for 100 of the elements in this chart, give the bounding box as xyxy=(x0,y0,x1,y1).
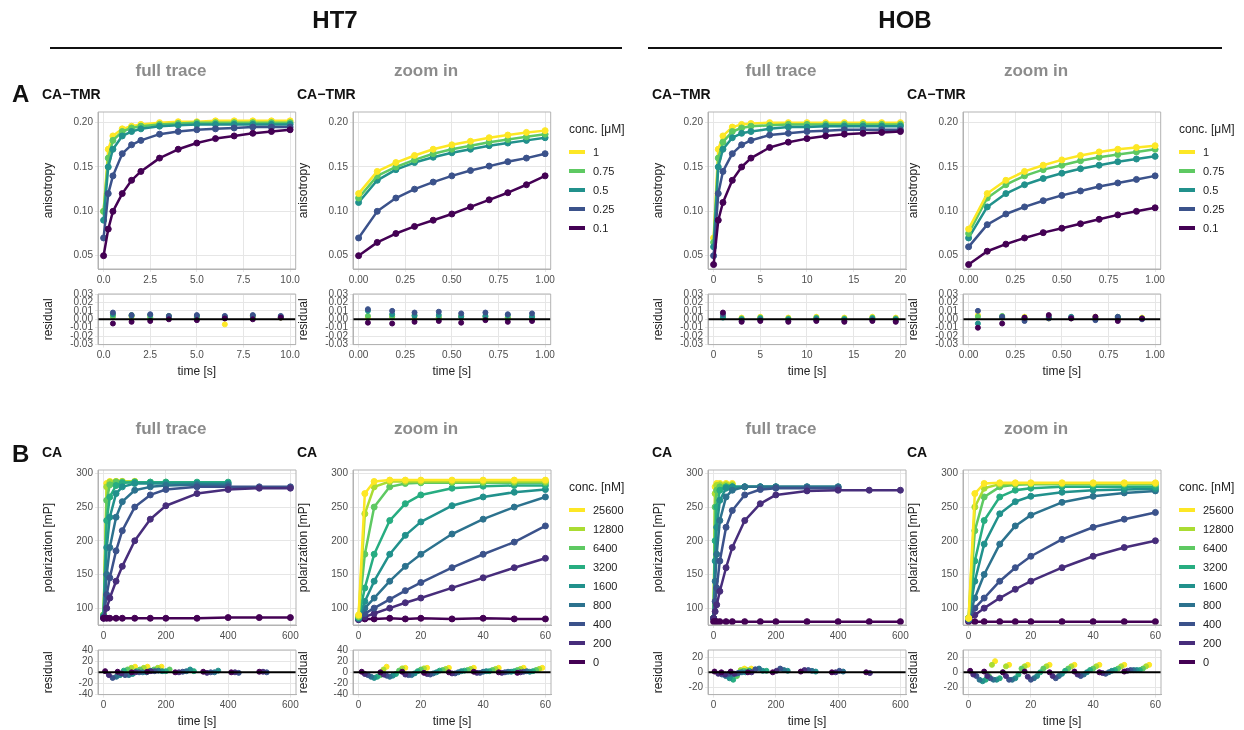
x-tick-label: 20 xyxy=(894,349,907,361)
y-axis-title: anisotropy xyxy=(295,162,310,219)
legend-label: 0.5 xyxy=(1203,183,1219,196)
y-tick-label: -40 xyxy=(78,688,94,700)
x-tick-label: 60 xyxy=(1149,629,1162,641)
y-tick-label: 0.15 xyxy=(328,160,349,172)
x-tick-label: 0 xyxy=(710,349,717,361)
x-tick-label: 15 xyxy=(848,349,860,361)
y-axis-title: residual xyxy=(40,298,55,341)
chart-subtitle: CA−TMR xyxy=(42,86,101,102)
y-tick-label: 0.03 xyxy=(683,287,704,299)
legend-label: 400 xyxy=(593,617,612,630)
y-tick-label: -20 xyxy=(688,680,704,692)
y-tick-label: 20 xyxy=(691,651,704,663)
y-tick-label: 100 xyxy=(76,601,94,613)
x-tick-label: 5.0 xyxy=(189,273,205,285)
chart-subtitle: CA xyxy=(296,443,319,462)
x-tick-label: 20 xyxy=(1025,629,1037,641)
y-axis-title: anisotropy xyxy=(650,162,665,219)
y-tick-label: 250 xyxy=(941,500,959,512)
y-tick-label: 250 xyxy=(331,500,349,512)
y-tick-label: -20 xyxy=(943,680,959,692)
x-tick-label: 0.00 xyxy=(348,273,369,285)
text: HOB xyxy=(877,6,933,34)
y-tick-label: -20 xyxy=(78,677,94,689)
y-axis-title: anisotropy xyxy=(905,162,920,219)
x-tick-label: 5 xyxy=(757,273,764,285)
x-tick-label: 0.50 xyxy=(1052,349,1073,361)
chart-title: full trace xyxy=(744,60,818,82)
x-axis-title: time [s] xyxy=(1042,364,1082,379)
x-tick-label: 200 xyxy=(767,629,785,641)
y-axis-title: residual xyxy=(295,298,310,341)
legend-label: 1 xyxy=(593,145,600,158)
legend-label: 0.75 xyxy=(593,164,615,177)
x-tick-label: 7.5 xyxy=(236,273,251,285)
x-tick-label: 0 xyxy=(965,629,972,641)
y-tick-label: 0.05 xyxy=(683,249,704,261)
x-axis-title: time [s] xyxy=(1042,714,1082,729)
y-axis-title: polarization [mP] xyxy=(650,502,665,593)
chart-title: full trace xyxy=(134,418,208,440)
chart-title: zoom in xyxy=(392,60,460,82)
y-tick-label: 0.15 xyxy=(73,160,94,172)
y-tick-label: 150 xyxy=(686,568,704,580)
y-tick-label: 0.15 xyxy=(683,160,704,172)
legend-label: 0.1 xyxy=(593,221,609,234)
text: A xyxy=(12,80,30,108)
y-tick-label: 250 xyxy=(686,500,704,512)
legend-label: 1600 xyxy=(1203,579,1228,592)
y-tick-label: 20 xyxy=(336,654,349,666)
x-tick-label: 0.75 xyxy=(1098,349,1119,361)
y-tick-label: 200 xyxy=(331,534,349,546)
x-axis-title: time [s] xyxy=(177,364,217,379)
x-tick-label: 1.00 xyxy=(535,273,556,285)
x-tick-label: 400 xyxy=(219,699,237,711)
legend-label: 12800 xyxy=(1203,522,1234,535)
x-tick-label: 20 xyxy=(415,629,427,641)
y-tick-label: 0.05 xyxy=(938,249,959,261)
y-tick-label: 100 xyxy=(941,601,959,613)
x-tick-label: 0 xyxy=(355,699,362,711)
x-axis-title: time [s] xyxy=(177,714,217,729)
x-tick-label: 40 xyxy=(477,699,490,711)
x-tick-label: 5 xyxy=(757,349,764,361)
y-tick-label: 40 xyxy=(81,643,94,655)
x-tick-label: 0.75 xyxy=(488,349,509,361)
y-tick-label: 0.10 xyxy=(73,205,94,217)
x-tick-label: 2.5 xyxy=(143,273,158,285)
x-tick-label: 0.0 xyxy=(96,273,111,285)
y-axis-title: residual xyxy=(905,298,920,341)
x-tick-label: 60 xyxy=(539,629,552,641)
x-tick-label: 0 xyxy=(100,629,107,641)
legend-title: conc. [nM] xyxy=(1179,480,1235,494)
x-tick-label: 1.00 xyxy=(1145,349,1166,361)
y-tick-label: 0.05 xyxy=(73,249,94,261)
x-tick-label: 0 xyxy=(100,699,107,711)
y-tick-label: 300 xyxy=(331,467,349,479)
y-tick-label: -0.03 xyxy=(680,338,704,350)
legend-title: conc. [μM] xyxy=(1179,122,1235,136)
y-tick-label: 20 xyxy=(946,651,959,663)
text: HT7 xyxy=(311,6,359,34)
chart-title: full trace xyxy=(744,418,818,440)
x-axis-title: time [s] xyxy=(787,714,827,729)
legend-label: 0.25 xyxy=(593,202,615,215)
chart-subtitle: CA−TMR xyxy=(296,85,357,104)
x-tick-label: 40 xyxy=(1087,629,1100,641)
x-tick-label: 7.5 xyxy=(236,349,251,361)
text: B xyxy=(12,440,30,468)
x-tick-label: 0.75 xyxy=(1098,273,1119,285)
y-tick-label: 0.15 xyxy=(938,160,959,172)
legend-label: 25600 xyxy=(593,503,624,516)
x-tick-label: 10.0 xyxy=(280,349,301,361)
y-tick-label: 100 xyxy=(331,601,349,613)
x-tick-label: 60 xyxy=(539,699,552,711)
chart-subtitle: CA xyxy=(652,444,673,460)
x-axis-title: time [s] xyxy=(787,364,827,379)
x-axis-title: time [s] xyxy=(432,364,472,379)
y-tick-label: 0.03 xyxy=(73,287,94,299)
x-tick-label: 200 xyxy=(767,699,785,711)
y-tick-label: 20 xyxy=(81,654,94,666)
y-tick-label: 150 xyxy=(941,568,959,580)
legend-label: 25600 xyxy=(1203,503,1234,516)
